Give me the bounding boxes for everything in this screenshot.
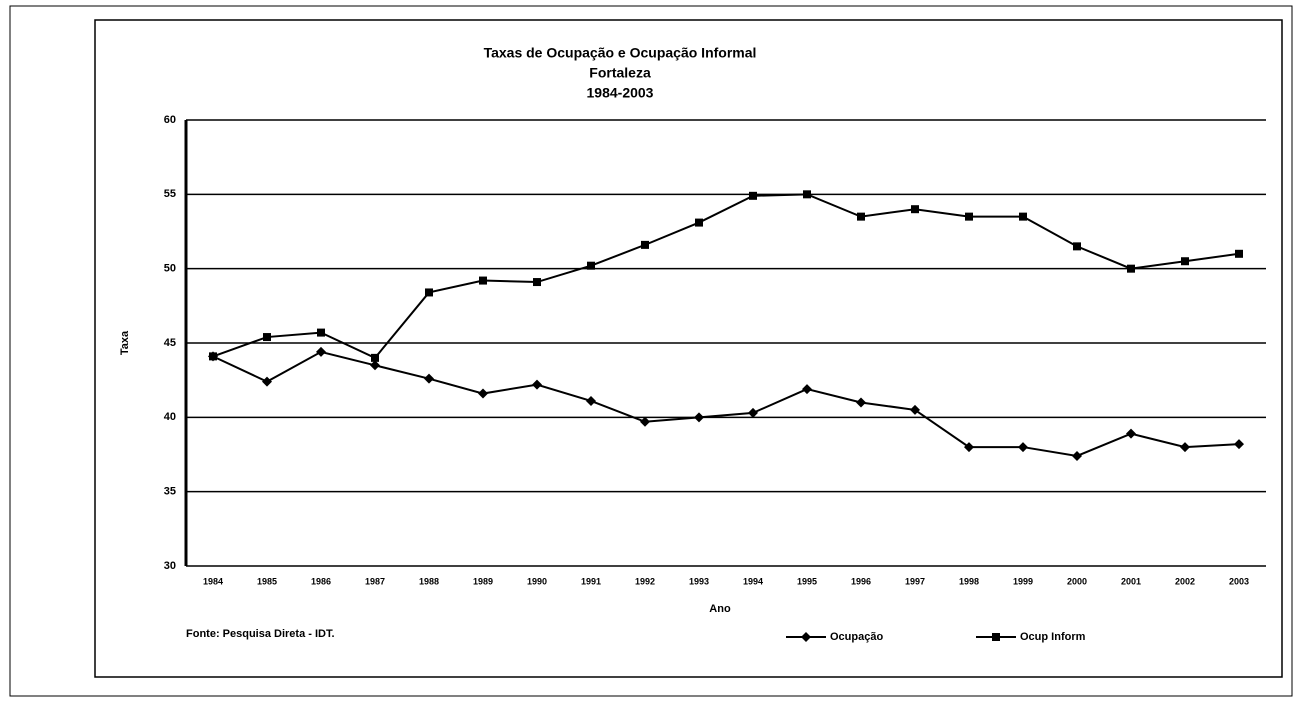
data-point bbox=[1235, 249, 1243, 258]
data-point bbox=[316, 346, 326, 357]
series-line bbox=[212, 193, 1240, 360]
data-point bbox=[586, 395, 596, 406]
x-tick-label: 1995 bbox=[797, 576, 817, 586]
data-point bbox=[911, 205, 919, 214]
x-tick-label: 1998 bbox=[959, 576, 979, 586]
x-tick-label: 1990 bbox=[527, 576, 547, 586]
x-tick-label: 2002 bbox=[1175, 576, 1195, 586]
data-point bbox=[370, 360, 380, 371]
y-tick-label: 40 bbox=[164, 411, 176, 423]
data-point bbox=[371, 353, 379, 362]
x-tick-label: 1989 bbox=[473, 576, 493, 586]
data-point bbox=[641, 240, 649, 249]
data-point bbox=[803, 190, 811, 199]
data-point bbox=[317, 328, 325, 337]
data-point bbox=[1126, 428, 1136, 439]
data-point bbox=[209, 352, 217, 361]
data-point bbox=[532, 379, 542, 390]
data-point bbox=[424, 373, 434, 384]
data-point bbox=[478, 388, 488, 399]
x-tick-label: 1997 bbox=[905, 576, 925, 586]
x-tick-label: 1993 bbox=[689, 576, 709, 586]
data-point bbox=[640, 416, 650, 427]
data-point bbox=[479, 276, 487, 285]
data-point bbox=[1234, 439, 1244, 450]
data-point bbox=[1180, 442, 1190, 453]
data-point bbox=[533, 278, 541, 287]
data-point bbox=[856, 397, 866, 408]
outer-frame bbox=[9, 5, 1293, 697]
data-point bbox=[749, 191, 757, 200]
x-tick-label: 1996 bbox=[851, 576, 871, 586]
chart-subtitle: 1984-2003 bbox=[587, 85, 654, 101]
data-point bbox=[425, 288, 433, 297]
x-tick-label: 2001 bbox=[1121, 576, 1141, 586]
chart-title: Taxas de Ocupação e Ocupação Informal bbox=[484, 45, 757, 61]
source-note: Fonte: Pesquisa Direta - IDT. bbox=[186, 628, 335, 640]
y-tick-label: 50 bbox=[164, 263, 176, 275]
data-point bbox=[1127, 264, 1135, 273]
x-tick-label: 1984 bbox=[203, 576, 223, 586]
legend-marker bbox=[992, 633, 1000, 641]
x-tick-label: 1999 bbox=[1013, 576, 1033, 586]
x-tick-label: 1992 bbox=[635, 576, 655, 586]
legend-label: Ocup Inform bbox=[1020, 631, 1086, 643]
data-point bbox=[263, 333, 271, 342]
data-point bbox=[1018, 442, 1028, 453]
data-point bbox=[857, 212, 865, 221]
data-point bbox=[1072, 450, 1082, 461]
data-point bbox=[910, 404, 920, 415]
x-axis-label: Ano bbox=[709, 603, 731, 615]
x-tick-label: 1985 bbox=[257, 576, 277, 586]
y-tick-label: 55 bbox=[164, 188, 176, 200]
data-point bbox=[965, 212, 973, 221]
data-point bbox=[802, 384, 812, 395]
y-tick-label: 35 bbox=[164, 486, 176, 498]
legend-label: Ocupação bbox=[830, 631, 883, 643]
chart-frame bbox=[94, 19, 1283, 678]
x-tick-label: 2000 bbox=[1067, 576, 1087, 586]
y-axis-label: Taxa bbox=[119, 330, 131, 355]
data-point bbox=[964, 442, 974, 453]
x-tick-label: 1986 bbox=[311, 576, 331, 586]
data-point bbox=[1181, 257, 1189, 266]
y-tick-label: 45 bbox=[164, 337, 176, 349]
x-tick-label: 2003 bbox=[1229, 576, 1249, 586]
series-line bbox=[212, 350, 1240, 458]
data-point bbox=[1073, 242, 1081, 251]
y-tick-label: 60 bbox=[164, 114, 176, 126]
data-point bbox=[748, 407, 758, 418]
data-point bbox=[262, 376, 272, 387]
x-tick-label: 1987 bbox=[365, 576, 385, 586]
chart-subtitle: Fortaleza bbox=[589, 65, 651, 81]
legend-marker bbox=[801, 632, 811, 642]
data-point bbox=[694, 412, 704, 423]
data-point bbox=[695, 218, 703, 227]
data-point bbox=[587, 261, 595, 270]
y-tick-label: 30 bbox=[164, 560, 176, 572]
x-tick-label: 1994 bbox=[743, 576, 763, 586]
x-tick-label: 1991 bbox=[581, 576, 601, 586]
data-point bbox=[1019, 212, 1027, 221]
x-tick-label: 1988 bbox=[419, 576, 439, 586]
